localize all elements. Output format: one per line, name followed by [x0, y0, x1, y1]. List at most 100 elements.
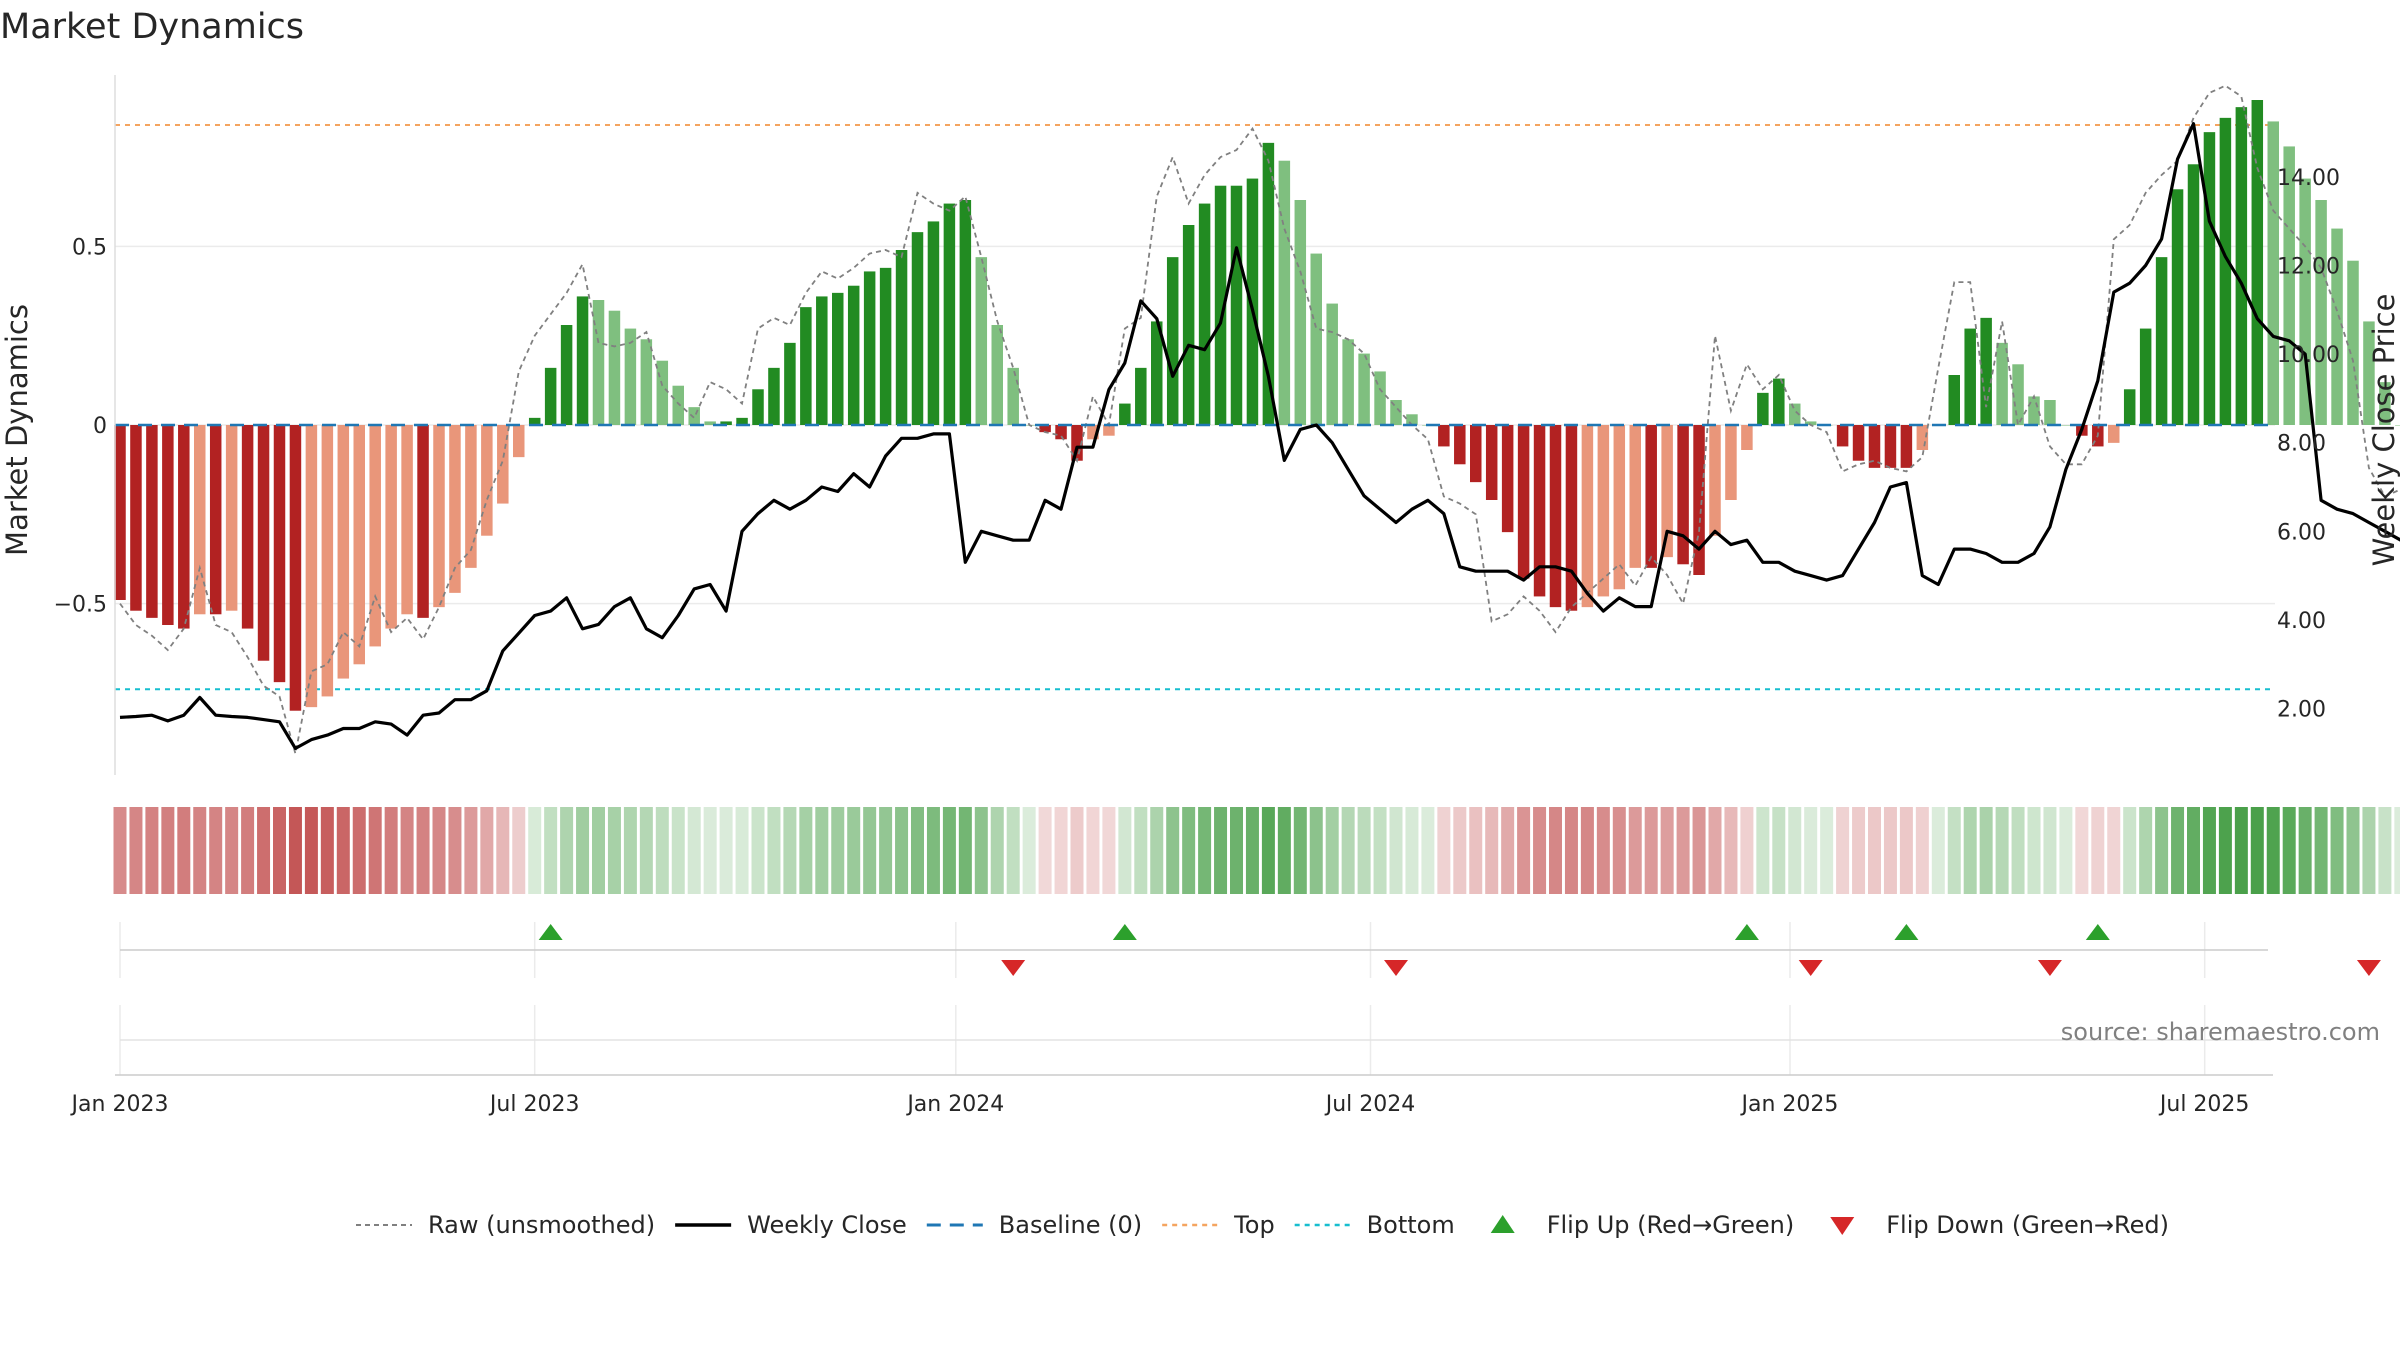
dynamics-bar	[1725, 425, 1737, 500]
dynamics-bar	[2012, 364, 2024, 425]
dynamics-bar	[2171, 189, 2184, 425]
legend-item: Top	[1162, 1211, 1275, 1239]
regime-strip-cell	[416, 807, 430, 894]
dynamics-bar	[449, 425, 461, 593]
dynamics-bar	[209, 425, 222, 615]
legend-label: Baseline (0)	[999, 1211, 1142, 1239]
x-tick-label: Jan 2023	[70, 1092, 169, 1117]
dynamics-bar	[1789, 403, 1801, 425]
dynamics-bar	[1039, 425, 1051, 433]
y-right-tick-label: 4.00	[2277, 609, 2326, 634]
dynamics-bar	[863, 271, 876, 425]
regime-strip-cell	[1389, 807, 1403, 894]
regime-strip-cell	[2330, 807, 2344, 894]
dynamics-bar	[2251, 100, 2264, 425]
legend-item: Flip Down (Green→Red)	[1830, 1211, 2169, 1239]
dynamics-bar	[1390, 400, 1402, 425]
dynamics-bar	[1278, 160, 1291, 425]
dynamics-bar	[720, 421, 732, 425]
legend-item: Bottom	[1294, 1211, 1455, 1239]
dynamics-bar	[2108, 425, 2120, 443]
dynamics-bar	[2044, 400, 2056, 425]
dynamics-bar	[273, 425, 286, 683]
regime-strip-cell	[783, 807, 797, 894]
dynamics-bar	[800, 307, 812, 425]
x-tick-label: Jan 2024	[905, 1092, 1004, 1117]
regime-strip-cell	[496, 807, 510, 894]
x-tick-label: Jul 2024	[1324, 1092, 1416, 1117]
regime-strip-cell	[1676, 807, 1690, 894]
regime-strip-cell	[2362, 807, 2376, 894]
reference-lines	[115, 124, 2275, 691]
regime-strip-cell	[1740, 807, 1754, 894]
dynamics-bar	[2187, 164, 2200, 426]
dynamics-bar	[146, 425, 158, 618]
regime-strip-cell	[671, 807, 685, 894]
dynamics-bar	[544, 367, 557, 425]
regime-strip-cell	[273, 807, 286, 894]
regime-strip-cell	[177, 807, 191, 894]
regime-strip-cell	[1596, 807, 1610, 894]
regime-strip-cell	[257, 807, 271, 894]
regime-strip-cell	[145, 807, 159, 894]
dynamics-bar	[975, 257, 988, 425]
dynamics-bar	[752, 389, 764, 425]
regime-strip-cell	[1580, 807, 1594, 894]
regime-strip-cell	[209, 807, 223, 894]
dynamics-bar	[1166, 257, 1179, 425]
flip-up-marker	[538, 924, 563, 940]
regime-strip-cell	[1756, 807, 1770, 894]
regime-strip-cell	[1437, 807, 1451, 894]
series-lines	[115, 84, 2400, 754]
regime-strip-cell	[1357, 807, 1371, 894]
dynamics-bar	[1773, 378, 1785, 425]
regime-strip-cell	[1533, 807, 1547, 894]
dynamics-bar	[704, 421, 716, 425]
legend-label: Bottom	[1367, 1211, 1455, 1239]
regime-strip-cell	[368, 807, 382, 894]
dynamics-bar	[2028, 396, 2040, 425]
dynamics-bar	[768, 367, 780, 425]
flip-down-marker	[2037, 960, 2062, 976]
dynamics-bar	[1151, 321, 1163, 425]
regime-strip-cell	[2059, 807, 2073, 894]
regime-strip-cell	[592, 807, 605, 894]
regime-strip-cell	[1230, 807, 1243, 894]
dynamics-bar	[1581, 425, 1594, 608]
dynamics-bar	[1741, 425, 1753, 450]
regime-strip-cell	[2027, 807, 2041, 894]
regime-strip-cell	[2139, 807, 2153, 894]
raw-unsmoothed-line	[119, 84, 2400, 754]
regime-strip-cell	[1660, 807, 1674, 894]
regime-strip-cell	[831, 807, 845, 894]
regime-strip-cell	[799, 807, 813, 894]
regime-strip-cell	[1612, 807, 1626, 894]
y-right-tick-label: 8.00	[2277, 432, 2326, 457]
dynamics-bar	[2283, 146, 2295, 425]
dynamics-bar	[1661, 425, 1673, 558]
bottom-panel	[115, 1005, 2273, 1076]
regime-strip-cell	[1931, 807, 1945, 894]
dynamics-bar	[784, 342, 796, 425]
dynamics-bar	[1549, 425, 1562, 608]
dynamics-bar	[1294, 200, 1307, 425]
flip-up-marker	[1734, 924, 1759, 940]
y-right-tick-label: 10.00	[2277, 343, 2340, 368]
regime-strip-cell	[512, 807, 526, 894]
regime-strip-cell	[1724, 807, 1738, 894]
regime-strip-cell	[1325, 807, 1339, 894]
dynamics-bar	[1374, 371, 1386, 425]
regime-strip-cell	[1772, 807, 1786, 894]
regime-strip-cell	[2155, 807, 2169, 894]
dynamics-bar	[847, 285, 860, 425]
regime-strip-cell	[576, 807, 590, 894]
legend-label: Flip Down (Green→Red)	[1886, 1211, 2169, 1239]
dynamics-bar	[592, 300, 605, 425]
dynamics-bar	[225, 425, 238, 611]
regime-strip-cell	[1245, 807, 1259, 894]
dynamics-bar	[1454, 425, 1466, 465]
flip-up-marker	[1894, 924, 1919, 940]
regime-strip-cell	[1006, 807, 1020, 894]
regime-strip-cell	[1788, 807, 1802, 894]
dynamics-bar	[257, 425, 270, 661]
